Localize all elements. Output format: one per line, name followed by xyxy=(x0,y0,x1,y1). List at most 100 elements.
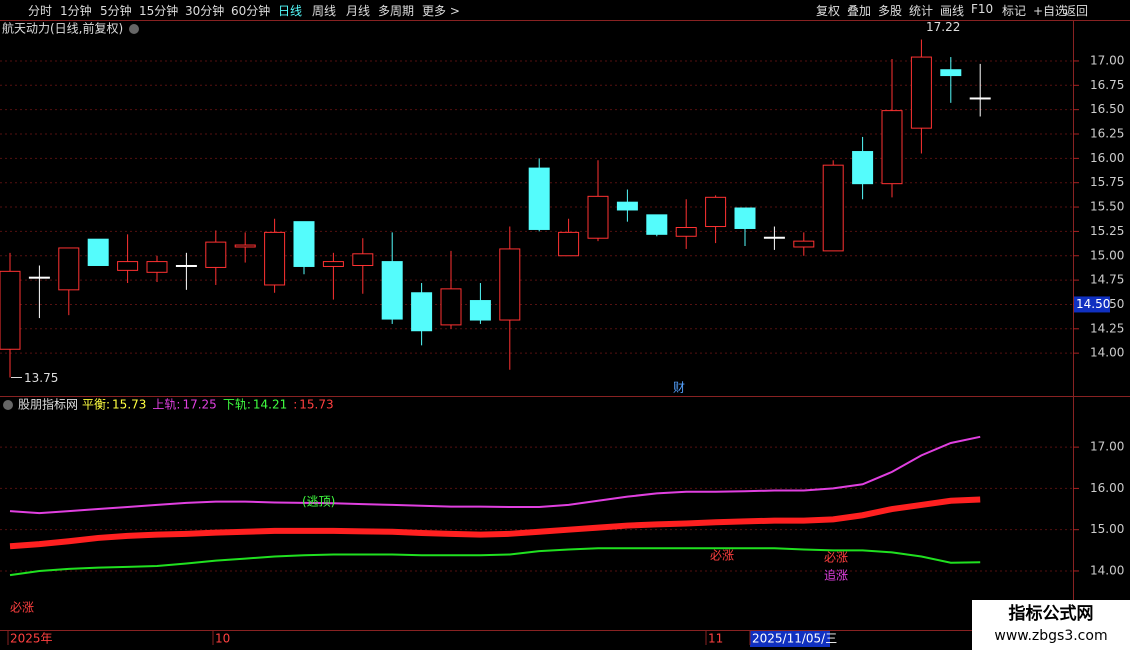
y-tick-label: 16.00 xyxy=(1090,151,1124,165)
series-line xyxy=(9,547,981,577)
candle-body xyxy=(763,236,785,239)
y-tick-label: 15.00 xyxy=(1090,522,1124,536)
legend-name: 平衡: xyxy=(82,398,110,412)
annotation: 必涨 xyxy=(710,548,734,563)
legend-name: 上轨: xyxy=(152,398,180,412)
watermark-url: www.zbgs3.com xyxy=(994,628,1107,644)
candle-body xyxy=(411,292,433,332)
y-tick-label: 14.25 xyxy=(1090,321,1124,335)
toolbar: 分时 1分钟 5分钟 15分钟 30分钟 60分钟 日线 周线 月线 多周期 更多 > 复权 叠加 多股统… xyxy=(0,0,1130,20)
candle-body xyxy=(440,288,462,326)
y-tick-label: 15.50 xyxy=(1090,200,1124,214)
toolbar-button[interactable]: F10 xyxy=(971,2,994,16)
date-label: 2025年 xyxy=(10,632,53,646)
candle-body xyxy=(469,300,491,321)
toolbar-button[interactable]: 30分钟 xyxy=(185,4,225,18)
candle-body xyxy=(910,56,932,129)
price-tag: 14.50 xyxy=(1076,297,1110,311)
y-tick-label: 15.00 xyxy=(1090,248,1124,262)
y-tick-label: 14.00 xyxy=(1090,563,1124,577)
annotation: 必涨 xyxy=(10,600,34,615)
menu-icon[interactable] xyxy=(129,24,139,34)
y-tick-label: 14.00 xyxy=(1090,346,1124,360)
note: 财 xyxy=(673,381,685,395)
legend-value: 17.25 xyxy=(182,398,216,412)
candle-body xyxy=(852,151,874,185)
y-tick-label: 15.25 xyxy=(1090,224,1124,238)
candle-body xyxy=(117,261,139,271)
toolbar-button[interactable]: 统计 xyxy=(909,4,934,18)
date-highlight xyxy=(750,631,830,647)
candle-body xyxy=(734,207,756,229)
toolbar-button[interactable]: 15分钟 xyxy=(139,4,179,18)
toolbar-button[interactable]: 日线 xyxy=(278,4,303,18)
series-line xyxy=(9,496,981,550)
candle-body xyxy=(322,261,344,267)
toolbar-button[interactable]: 更多 > xyxy=(422,4,460,18)
candle-body xyxy=(381,261,403,320)
candle-body xyxy=(969,97,991,100)
legend-name: 下轨: xyxy=(223,398,251,412)
candle-body xyxy=(28,276,50,279)
y-tick-label: 16.25 xyxy=(1090,127,1124,141)
series-line xyxy=(9,435,981,515)
chart-title: 航天动力(日线,前复权) xyxy=(2,21,123,36)
y-tick-label: 16.00 xyxy=(1090,481,1124,495)
candle-body xyxy=(58,247,80,291)
date-label: 2025/11/05/三 xyxy=(752,632,837,646)
y-tick-label: 15.75 xyxy=(1090,175,1124,189)
legend-name: : xyxy=(293,398,297,412)
toolbar-button[interactable]: 多股 xyxy=(878,4,903,18)
legend-value: 15.73 xyxy=(112,398,146,412)
candle-body xyxy=(705,196,727,228)
candle-body xyxy=(587,195,609,239)
candle-body xyxy=(234,244,256,248)
candle-body xyxy=(0,270,21,350)
toolbar-button[interactable]: 返回 xyxy=(1064,4,1089,18)
y-tick-label: 16.50 xyxy=(1090,102,1124,116)
candle-body xyxy=(293,221,315,267)
toolbar-button[interactable]: 1分钟 xyxy=(60,4,92,18)
candle-body xyxy=(616,201,638,211)
date-label: 10 xyxy=(215,632,230,646)
high-marker: 17.22 xyxy=(926,20,960,34)
toolbar-button[interactable]: 多周期 xyxy=(378,4,415,18)
toolbar-button[interactable]: 分时 xyxy=(28,4,53,18)
annotation: 追涨 xyxy=(824,568,848,583)
toolbar-button[interactable]: 标记 xyxy=(1002,4,1027,18)
y-tick-label: 14.75 xyxy=(1090,273,1124,287)
candle-body xyxy=(528,167,550,230)
toolbar-button[interactable]: 复权 xyxy=(816,4,841,18)
watermark-title: 指标公式网 xyxy=(1009,603,1094,624)
candle-body xyxy=(146,261,168,273)
candle-body xyxy=(646,214,668,235)
toolbar-button[interactable]: 叠加 xyxy=(847,4,872,18)
candle-body xyxy=(264,231,286,286)
candle-body xyxy=(822,164,844,252)
y-tick-label: 17.00 xyxy=(1090,440,1124,454)
y-tick-label: 16.75 xyxy=(1090,78,1124,92)
toolbar-button[interactable]: +自选 xyxy=(1033,4,1068,18)
candle-body xyxy=(558,231,580,257)
toolbar-button[interactable]: 5分钟 xyxy=(100,4,132,18)
watermark-box xyxy=(972,600,1130,650)
legend-value: 15.73 xyxy=(299,398,333,412)
toolbar-button[interactable]: 周线 xyxy=(312,4,337,18)
annotation: (逃顶) xyxy=(302,495,335,509)
toolbar-button[interactable]: 月线 xyxy=(346,4,371,18)
candle-body xyxy=(205,241,227,268)
candle-body xyxy=(793,240,815,248)
candle-body xyxy=(675,227,697,237)
candle-body xyxy=(499,248,521,321)
toolbar-button[interactable]: 60分钟 xyxy=(231,4,271,18)
candle-body xyxy=(87,238,109,266)
indicator-title: 股朋指标网 xyxy=(18,397,78,412)
menu-icon[interactable] xyxy=(3,400,13,410)
toolbar-button[interactable]: 画线 xyxy=(940,4,965,18)
candle-body xyxy=(175,264,197,267)
low-marker: 13.75 xyxy=(24,371,58,385)
price-tag-box xyxy=(1074,296,1110,313)
candle-body xyxy=(881,110,903,185)
